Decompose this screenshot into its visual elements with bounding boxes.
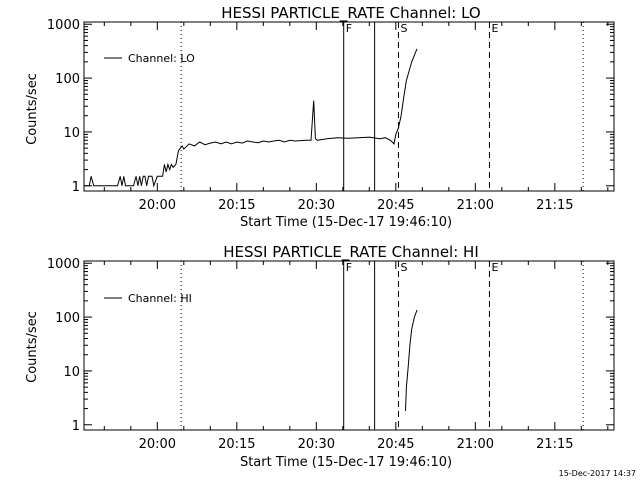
y-tick-label: 100	[55, 311, 80, 326]
y-tick-label: 1000	[47, 257, 80, 272]
plot-frame	[83, 260, 615, 431]
timestamp: 15-Dec-2017 14:37	[559, 469, 636, 478]
x-tick-label: 20:15	[218, 198, 255, 213]
marker-label: E	[491, 22, 498, 35]
y-axis-label: Counts/sec	[25, 73, 40, 145]
y-tick-label: 100	[55, 72, 80, 87]
x-tick-label: 20:15	[218, 437, 255, 452]
marker-label: E	[491, 261, 498, 274]
y-tick-label: 1	[72, 180, 80, 195]
x-tick-label: 21:15	[536, 198, 573, 213]
y-axis-label: Counts/sec	[25, 311, 40, 383]
y-tick-label: 1	[72, 419, 80, 434]
series-line	[405, 309, 418, 412]
panel-hi: HESSI PARTICLE_RATE Channel: HI Start Ti…	[25, 243, 615, 470]
series-line	[84, 48, 418, 188]
x-tick-label: 20:45	[377, 198, 414, 213]
x-tick-label: 20:00	[139, 198, 176, 213]
x-axis-label: Start Time (15-Dec-17 19:46:10)	[240, 455, 452, 470]
marker-label: S	[400, 261, 407, 274]
x-tick-label: 20:30	[298, 198, 335, 213]
x-tick-label: 21:00	[457, 198, 494, 213]
plot-frame	[83, 21, 615, 192]
panel-lo: HESSI PARTICLE_RATE Channel: LO Start Ti…	[25, 4, 615, 230]
chart-title: HESSI PARTICLE_RATE Channel: HI	[223, 243, 479, 262]
x-tick-label: 20:45	[377, 437, 414, 452]
marker-label: S	[400, 22, 407, 35]
x-tick-label: 21:15	[536, 437, 573, 452]
x-axis-label: Start Time (15-Dec-17 19:46:10)	[240, 215, 452, 230]
legend-label: Channel: LO	[128, 52, 195, 65]
x-tick-label: 20:30	[298, 437, 335, 452]
x-tick-label: 21:00	[457, 437, 494, 452]
y-tick-label: 10	[63, 365, 80, 380]
marker-label: F	[346, 22, 352, 35]
marker-label: F	[346, 261, 352, 274]
legend-label: Channel: HI	[128, 292, 192, 305]
y-tick-label: 1000	[47, 18, 80, 33]
y-tick-label: 10	[63, 126, 80, 141]
x-tick-label: 20:00	[139, 437, 176, 452]
chart-title: HESSI PARTICLE_RATE Channel: LO	[221, 4, 480, 23]
